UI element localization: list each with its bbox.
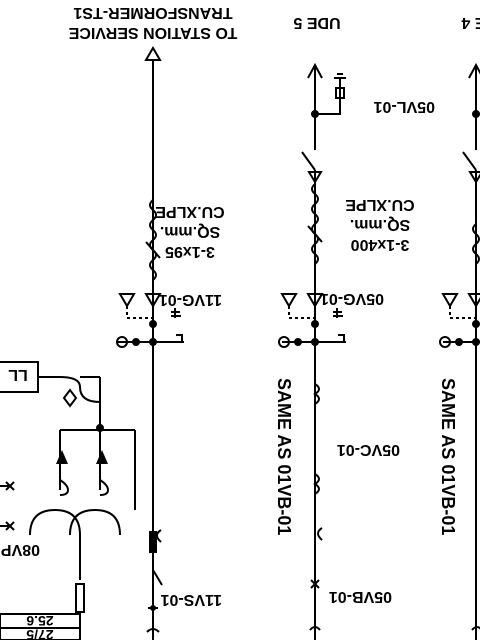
f2-breaker-label: 05VB-01 <box>329 588 392 605</box>
feeder-ts1-pt-icon <box>144 293 162 308</box>
feeder-ude5-ct1-icon <box>313 383 320 405</box>
feeder-ude5 <box>278 62 346 640</box>
feeder-ude5-arrow-icon <box>307 62 323 79</box>
f1-grounding-switch-label: 11VG-01 <box>159 291 222 308</box>
f2-same-as-label: SAME AS 01VB-01 <box>274 378 294 535</box>
feeder-ts1-switch-blade <box>152 569 163 586</box>
feeder-ude5-ground-icon <box>333 308 343 318</box>
feeder-ts1-ground-icon <box>171 308 181 318</box>
ll-diamond-icon <box>62 388 78 408</box>
f1-switch-label: 11VS-01 <box>161 591 222 608</box>
aux-x1-icon <box>0 481 15 491</box>
feeder-ude5-pt-icon <box>306 293 324 308</box>
feeder-ts1-fuse-icon <box>148 602 158 614</box>
f3-same-as-label: SAME AS 01VB-01 <box>438 378 458 535</box>
aux-transformer-icon <box>29 508 121 536</box>
feeder-ude4-pt-icon <box>467 293 480 308</box>
ts1-label-line2: TRANSFORMER-TS1 <box>73 4 232 21</box>
feeder-ude5-ct2-icon <box>313 473 320 495</box>
f1-cable-line3: 3-1x95 <box>165 243 215 260</box>
feeder-ts1 <box>116 46 184 640</box>
f2-cable-line3: 3-1x400 <box>351 236 410 253</box>
f1-cable-line2: SQ.mm. <box>160 223 220 240</box>
feeder-ts1-arrow-icon <box>144 46 162 61</box>
feeder-ts1-pt2-icon <box>118 293 136 308</box>
feeder-ude5-surge-arrester-icon <box>335 87 345 99</box>
feeder-ude5-cable-coil-icon <box>311 183 319 265</box>
aux-rating-line2: 25.6 <box>26 613 53 629</box>
aux-arrester2-icon <box>56 450 68 464</box>
f2-cable-line2: SQ.mm. <box>350 216 410 233</box>
aux-x2-icon <box>0 521 15 531</box>
f2-grounding-switch-label: 05VG-01 <box>320 290 384 307</box>
f2-surge-arrester-label: 05VL-01 <box>374 98 435 115</box>
f1-cable-line1: CU.XLPE <box>155 203 225 220</box>
aux-fuse-icon <box>75 583 85 613</box>
aux-transformer-label: 08VP <box>1 541 40 558</box>
f3-title: UDE 4 <box>461 14 480 31</box>
feeder-ude5-breaker-x-icon <box>310 579 320 589</box>
ts1-label-line1: TO STATION SERVICE <box>68 24 237 41</box>
ll-box-label: LL <box>8 366 28 383</box>
aux-rating-line1: 27/5 <box>26 627 53 640</box>
aux-transformer-group <box>0 361 136 640</box>
ll-box <box>0 361 39 393</box>
f2-title: UDE 5 <box>293 14 340 31</box>
feeder-ude4 <box>439 62 480 640</box>
feeder-ts1-ct-icon <box>116 336 128 348</box>
feeder-ts1-node <box>149 320 157 328</box>
f2-capacitive-label: 05VC-01 <box>337 441 400 458</box>
f2-cable-line1: CU.XLPE <box>345 196 415 213</box>
feeder-ude5-ct-icon <box>278 336 290 348</box>
feeder-ts1-cable-coil-icon <box>149 199 157 281</box>
aux-arrester1-icon <box>96 450 108 464</box>
